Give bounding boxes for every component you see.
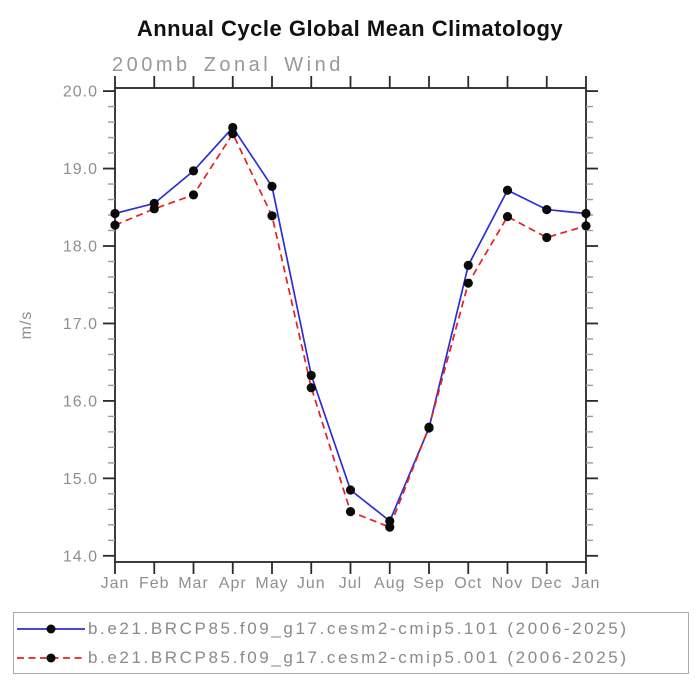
y-tick-label: 19.0 [63,161,98,178]
x-tick-label: Mar [178,575,209,592]
x-tick-label: Jan [572,575,601,592]
x-tick-label: Sep [413,575,444,592]
data-point-marker-0 [267,181,277,191]
series-line-1 [114,131,587,529]
data-point-marker-1 [581,221,591,231]
x-tick-label: Apr [219,575,247,592]
data-point-marker-0 [306,370,316,380]
x-tick-label: Jan [101,575,130,592]
y-tick-label: 17.0 [63,316,98,333]
legend-label: b.e21.BRCP85.f09_g17.cesm2-cmip5.001 (20… [88,647,629,667]
x-tick-label: Jun [297,575,326,592]
x-tick-label: Nov [492,575,523,592]
data-point-marker-0 [463,260,473,270]
x-tick-label: Jul [339,575,362,592]
x-tick-label: Oct [454,575,482,592]
x-tick-label: Aug [374,575,405,592]
series-line-0 [114,126,587,523]
data-point-marker-1 [110,220,120,230]
x-tick-label: Dec [531,575,562,592]
data-point-marker-0 [581,208,591,219]
y-tick-label: 15.0 [63,471,98,488]
data-point-marker-1 [385,522,395,532]
legend-entry: b.e21.BRCP85.f09_g17.cesm2-cmip5.001 (20… [14,643,688,672]
chart-title: Annual Cycle Global Mean Climatology [136,16,564,41]
data-point-marker-1 [306,383,316,393]
x-tick-label: May [255,575,288,592]
y-axis-label: m/s [18,311,35,340]
data-point-marker-1 [345,507,356,517]
data-point-marker-1 [463,278,473,288]
plot-svg: Jan Feb Mar Apr May Jun Jul Aug Sep Oct Nov Dec Jan1… [18,76,601,592]
y-tick-label: 20.0 [63,84,98,101]
data-point-marker-1 [424,422,434,432]
data-point-marker-0 [188,166,199,176]
data-point-marker-1 [502,211,513,222]
data-point-marker-0 [502,185,513,195]
data-point-marker-1 [149,204,159,214]
data-point-marker-0 [542,204,552,215]
data-point-marker-1 [188,190,199,200]
x-tick-label: Feb [139,575,170,592]
data-point-marker-0 [345,485,356,495]
y-tick-label: 18.0 [63,239,98,256]
legend-entry: b.e21.BRCP85.f09_g17.cesm2-cmip5.101 (20… [14,614,688,643]
data-point-marker-1 [542,232,552,243]
chart-subtitle: 200mb Zonal Wind [112,54,344,76]
legend-box: b.e21.BRCP85.f09_g17.cesm2-cmip5.101 (20… [13,612,689,674]
y-tick-label: 14.0 [63,548,98,565]
legend-swatch-dashed-line-dot-icon [17,653,85,662]
legend-label: b.e21.BRCP85.f09_g17.cesm2-cmip5.101 (20… [88,618,629,638]
y-tick-label: 16.0 [63,393,98,410]
data-point-marker-1 [228,129,238,139]
legend-swatch-solid-line-dot-icon [17,624,85,633]
data-point-marker-0 [110,208,120,219]
data-point-marker-1 [267,211,277,221]
